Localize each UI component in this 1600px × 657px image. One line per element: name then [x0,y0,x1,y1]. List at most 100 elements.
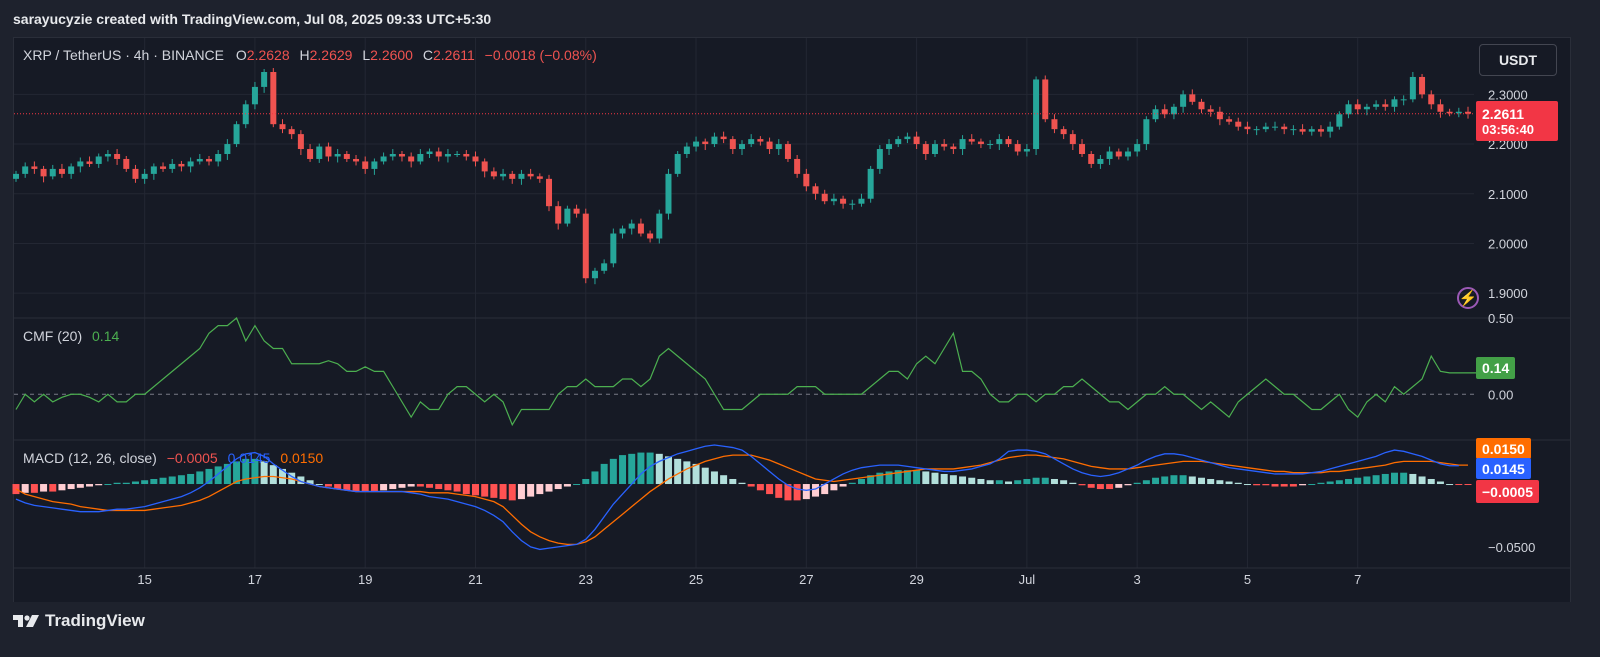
macd-histogram-bar [582,478,590,485]
candle-body [353,158,360,162]
macd-histogram-bar [453,484,461,492]
macd-histogram-bar [619,455,627,485]
macd-histogram-bar [30,484,38,493]
lightning-icon[interactable]: ⚡ [1457,287,1479,309]
macd-histogram-bar [508,484,516,501]
hist-tag: −0.0005 [1476,480,1539,503]
macd-histogram-bar [1078,484,1086,486]
candle-body [1272,126,1279,128]
signal-tag: 0.0150 [1476,438,1531,459]
price-tick-label: 2.3000 [1488,87,1528,102]
tradingview-logo[interactable]: TradingView [13,608,145,634]
candle-body [977,141,984,145]
candle-body [849,203,856,205]
time-axis-label: 19 [358,572,372,587]
macd-histogram-bar [352,484,360,492]
candle-body [463,154,470,157]
macd-histogram-bar [940,473,948,485]
candle-body [573,208,580,214]
candle-body [178,163,185,167]
candle-body [601,263,608,271]
cmf-tick-label: 0.00 [1488,387,1513,402]
candle-body [610,233,617,264]
macd-histogram-bar [1390,472,1398,485]
candle-body [261,72,268,87]
candle-body [886,144,893,150]
tradingview-logo-icon [13,615,39,627]
candle-body [58,168,65,174]
candle-body [702,141,709,145]
macd-histogram-bar [490,484,498,498]
candle-body [729,139,736,150]
candle-body [536,176,543,179]
macd-histogram-bar [1253,484,1261,486]
candle-body [582,213,589,279]
macd-histogram-bar [894,470,902,485]
macd-histogram-bar [315,484,323,486]
macd-histogram-bar [471,484,479,496]
macd-histogram-bar [1262,484,1270,486]
macd-histogram-bar [279,468,287,485]
macd-histogram-bar [1179,475,1187,485]
time-axis-label: 27 [799,572,813,587]
candle-body [1161,109,1168,115]
candle-body [1226,119,1233,122]
price-legend: XRP / TetherUS · 4h · BINANCE O2.2628 H2… [23,47,597,63]
chart-area[interactable] [13,37,1476,603]
macd-histogram-bar [1455,484,1463,486]
legend-symbol: XRP / TetherUS · 4h · BINANCE [23,47,224,63]
time-axis-label: 21 [468,572,482,587]
candle-body [867,168,874,199]
macd-histogram-bar [306,480,314,485]
candle-body [297,134,304,150]
candle-body [1023,149,1030,152]
macd-histogram-bar [747,484,755,487]
macd-histogram-bar [821,484,829,495]
macd-histogram-bar [214,466,222,485]
macd-histogram-bar [729,478,737,485]
macd-histogram-bar [600,463,608,485]
macd-histogram-bar [462,484,470,495]
macd-histogram-bar [131,481,139,485]
macd-histogram-bar [1032,477,1040,485]
macd-line [15,444,1459,551]
time-axis-label: 5 [1244,572,1251,587]
macd-histogram-bar [1050,478,1058,485]
currency-button[interactable]: USDT [1479,44,1557,76]
macd-histogram-bar [1142,480,1150,485]
legend-high-value: 2.2629 [309,47,353,63]
candle-body [22,166,29,174]
macd-histogram-bar [986,480,994,485]
candle-body [1143,119,1150,145]
macd-histogram-bar [655,453,663,485]
macd-histogram-bar [1041,477,1049,485]
candle-body [1014,144,1021,152]
macd-histogram-bar [517,484,525,500]
macd-histogram-bar [141,480,149,485]
candle-body [720,136,727,140]
macd-histogram-bar [233,461,241,485]
candle-body [150,166,157,174]
macd-histogram-bar [1326,481,1334,485]
candle-body [1299,129,1306,132]
candle-body [95,156,102,164]
candle-body [1437,104,1444,112]
macd-histogram-bar [1087,484,1095,488]
macd-histogram-bar [1225,481,1233,485]
time-axis-label: 15 [137,572,151,587]
candle-body [160,166,167,169]
candle-body [1124,151,1131,157]
macd-histogram-bar [977,478,985,485]
macd-histogram-bar [1207,478,1215,485]
candle-body [647,233,654,239]
macd-histogram-bar [1197,477,1205,485]
candle-body [1253,129,1260,131]
macd-line-value: 0.0145 [227,450,271,466]
candle-body [141,173,148,179]
candle-body [1134,144,1141,152]
macd-histogram-bar [187,473,195,485]
candle-body [233,124,240,145]
macd-histogram-bar [1446,484,1454,486]
macd-histogram-bar [573,484,581,486]
candle-body [1382,104,1389,107]
